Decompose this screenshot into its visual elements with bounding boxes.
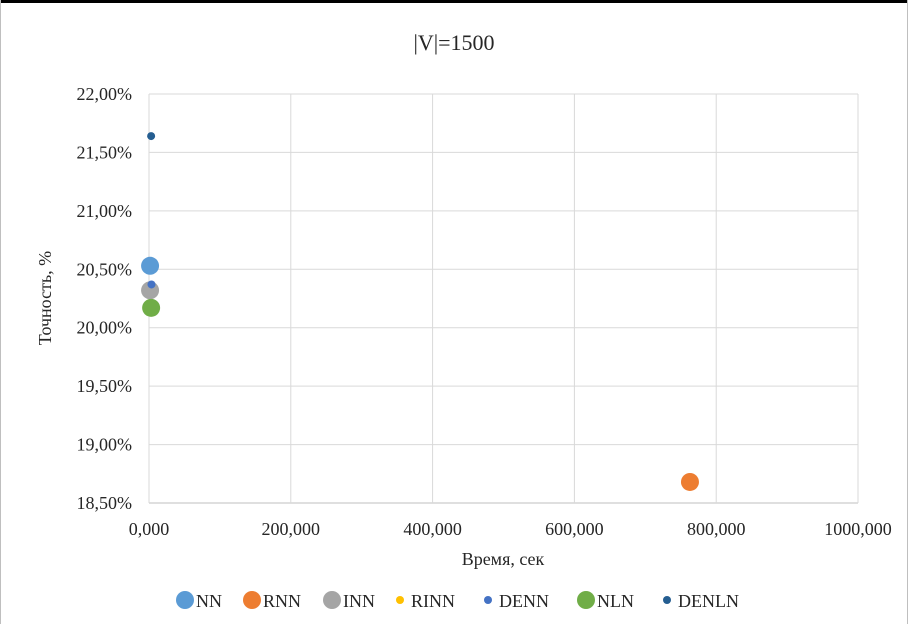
y-tick-label: 18,50% xyxy=(77,493,133,513)
data-points xyxy=(141,132,699,491)
x-axis-label: Время, сек xyxy=(462,549,545,569)
legend-marker-nln xyxy=(577,591,595,609)
data-point-nln xyxy=(142,298,161,317)
y-tick-label: 21,00% xyxy=(77,201,133,221)
y-tick-label: 20,50% xyxy=(77,259,133,279)
legend-marker-denn xyxy=(484,596,492,604)
x-tick-label: 1000,000 xyxy=(824,519,892,539)
y-tick-label: 20,00% xyxy=(77,318,133,338)
legend: NN RNN INN RINN DENN NLN DENLN xyxy=(176,591,739,611)
y-tick-label: 21,50% xyxy=(77,142,133,162)
x-tick-label: 600,000 xyxy=(545,519,604,539)
legend-marker-rnn xyxy=(243,591,261,609)
legend-label-nn: NN xyxy=(196,591,222,611)
legend-label-rinn: RINN xyxy=(411,591,455,611)
y-tick-label: 19,00% xyxy=(77,435,133,455)
data-point-denln xyxy=(147,132,156,141)
x-tick-label: 400,000 xyxy=(403,519,462,539)
legend-marker-rinn xyxy=(396,596,404,604)
legend-marker-nn xyxy=(176,591,194,609)
data-point-denn xyxy=(147,280,156,289)
y-axis-label: Точность, % xyxy=(35,251,55,345)
legend-label-inn: INN xyxy=(343,591,375,611)
data-point-nn xyxy=(141,256,160,275)
chart-title: |V|=1500 xyxy=(413,30,494,55)
x-tick-label: 200,000 xyxy=(262,519,321,539)
left-border xyxy=(0,0,1,624)
y-tick-label: 22,00% xyxy=(77,84,133,104)
legend-label-denln: DENLN xyxy=(678,591,739,611)
x-axis-ticks: 0,000 200,000 400,000 600,000 800,000 1000,00… xyxy=(129,519,892,539)
x-tick-label: 800,000 xyxy=(687,519,746,539)
x-tick-label: 0,000 xyxy=(129,519,170,539)
legend-marker-inn xyxy=(323,591,341,609)
legend-label-rnn: RNN xyxy=(263,591,301,611)
top-border xyxy=(0,0,908,3)
y-axis-ticks: 18,50% 19,00% 19,50% 20,00% 20,50% 21,00% 21,5… xyxy=(77,84,133,513)
grid xyxy=(148,93,859,504)
data-point-rnn xyxy=(680,472,699,491)
legend-label-denn: DENN xyxy=(499,591,549,611)
legend-marker-denln xyxy=(663,596,671,604)
legend-label-nln: NLN xyxy=(597,591,634,611)
y-tick-label: 19,50% xyxy=(77,376,133,396)
